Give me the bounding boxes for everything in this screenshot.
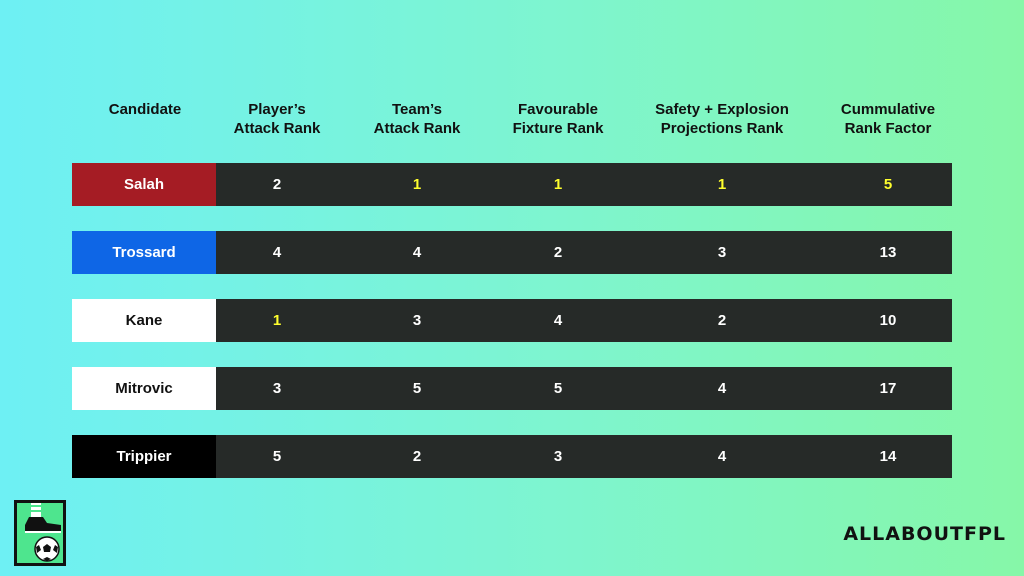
rank-cell: 1	[553, 176, 563, 193]
rank-cell: 1	[717, 176, 727, 193]
rank-cell: 17	[879, 380, 897, 397]
candidate-name: Trippier	[72, 435, 216, 478]
table-row: Salah 2 1 1 1 5	[72, 163, 952, 206]
rank-cell: 4	[553, 312, 563, 329]
rank-cell: 5	[272, 448, 282, 465]
rank-cell: 4	[272, 244, 282, 261]
header-fixture-rank: Favourable Fixture Rank	[512, 101, 604, 137]
candidate-name: Mitrovic	[72, 367, 216, 410]
rank-cell: 2	[553, 244, 563, 261]
header-team-attack-rank: Team’s Attack Rank	[373, 101, 461, 137]
rank-cell: 10	[879, 312, 897, 329]
rank-cell: 2	[412, 448, 422, 465]
rank-cell: 3	[272, 380, 282, 397]
header-cumulative-rank-factor: Cummulative Rank Factor	[840, 101, 936, 137]
rank-cell: 5	[883, 176, 893, 193]
header-player-attack-rank: Player’s Attack Rank	[233, 101, 321, 137]
table-row: Kane 1 3 4 2 10	[72, 299, 952, 342]
rank-cell: 1	[412, 176, 422, 193]
candidate-name: Trossard	[72, 231, 216, 274]
rank-cell: 4	[717, 380, 727, 397]
rank-cell: 2	[272, 176, 282, 193]
header-safety-explosion-rank: Safety + Explosion Projections Rank	[655, 101, 789, 137]
candidate-name: Kane	[72, 299, 216, 342]
boot-and-football-icon	[25, 503, 61, 562]
rank-cell: 14	[879, 448, 897, 465]
candidate-name: Salah	[72, 163, 216, 206]
rank-cell: 3	[717, 244, 727, 261]
brand-wordmark: ALLABOUTFPL	[843, 523, 1006, 545]
rank-cell: 4	[412, 244, 422, 261]
rank-cell: 4	[717, 448, 727, 465]
rank-cell: 5	[553, 380, 563, 397]
table-row: Trossard 4 4 2 3 13	[72, 231, 952, 274]
table-row: Mitrovic 3 5 5 4 17	[72, 367, 952, 410]
logo	[14, 500, 66, 566]
rank-cell: 1	[272, 312, 282, 329]
rank-cell: 3	[553, 448, 563, 465]
rank-cell: 5	[412, 380, 422, 397]
rank-cell: 2	[717, 312, 727, 329]
rank-cell: 3	[412, 312, 422, 329]
rank-cell: 13	[879, 244, 897, 261]
header-candidate: Candidate	[108, 101, 182, 118]
table-row: Trippier 5 2 3 4 14	[72, 435, 952, 478]
